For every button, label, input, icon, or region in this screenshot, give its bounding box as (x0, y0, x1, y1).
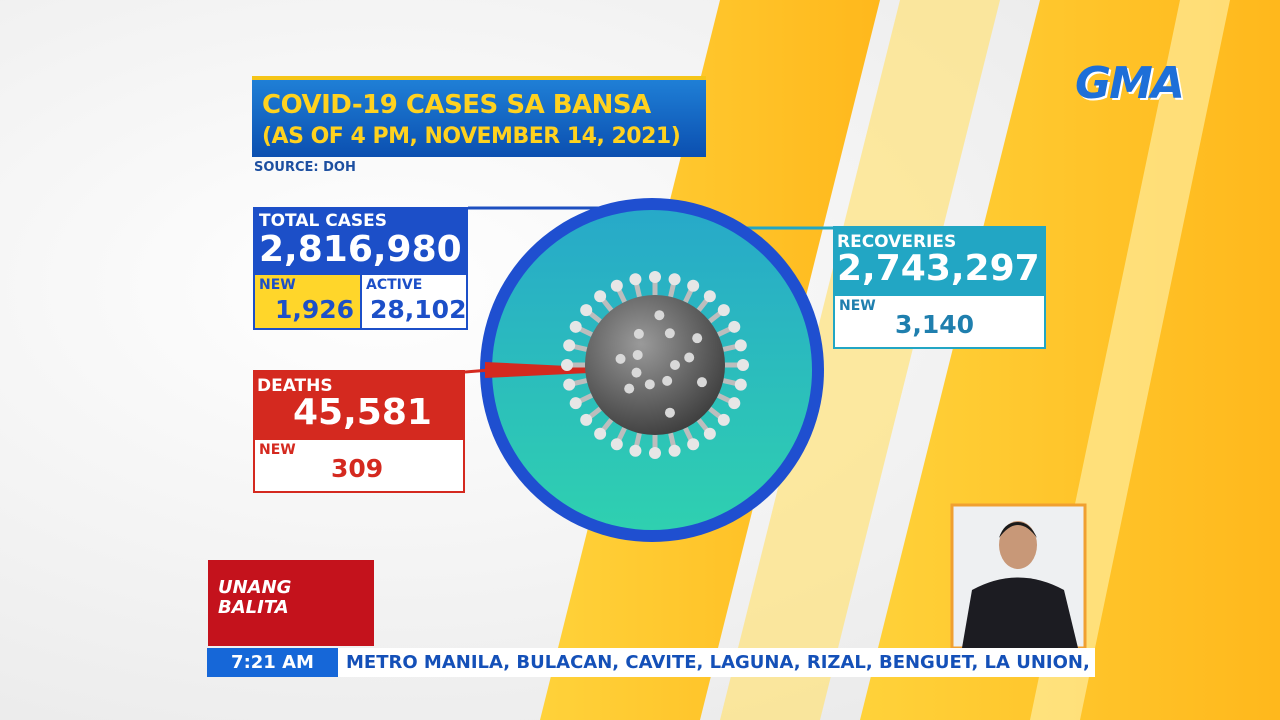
virus-part (615, 353, 626, 364)
deaths-value: 45,581 (293, 392, 432, 433)
new-label: NEW (259, 277, 296, 293)
new-value: 3,140 (895, 310, 975, 339)
new-label: NEW (839, 298, 876, 314)
title: COVID-19 CASES SA BANSA (262, 90, 651, 120)
virus-part (594, 427, 607, 440)
virus-part (734, 339, 747, 352)
deaths-card: DEATHS 45,581 NEW 309 (253, 370, 465, 493)
total-card: TOTAL CASES 2,816,980 NEW 1,926 ACTIVE 2… (253, 207, 468, 330)
ticker-bar (338, 648, 1095, 677)
virus-part (670, 360, 680, 370)
interpreter-hair (999, 522, 1037, 538)
virus-part (737, 359, 749, 371)
virus-part (649, 447, 661, 459)
virus-part (668, 273, 681, 286)
virus-part (610, 279, 623, 292)
virus-part (561, 359, 573, 371)
virus-part (631, 367, 642, 378)
ticker-text: METRO MANILA, BULACAN, CAVITE, LAGUNA, R… (346, 652, 1090, 673)
virus-part (687, 279, 700, 292)
virus-part (632, 349, 643, 360)
virus-part (692, 333, 703, 344)
virus-part (569, 320, 582, 333)
stripe (720, 0, 1000, 720)
total-active: ACTIVE 28,102 (362, 275, 466, 328)
virus-part (624, 383, 635, 394)
connector (464, 368, 491, 374)
new-label: NEW (259, 442, 296, 458)
recoveries-card: RECOVERIES 2,743,297 NEW 3,140 (833, 226, 1046, 349)
interpreter-head (999, 521, 1037, 569)
source: SOURCE: DOH (254, 160, 356, 175)
interpreter-body (962, 577, 1078, 648)
virus-part (649, 271, 661, 283)
virus-part (684, 352, 695, 363)
virus-part (585, 295, 725, 435)
virus-part (580, 413, 593, 426)
recoveries-new: NEW 3,140 (835, 296, 1044, 347)
total-label: TOTAL CASES (259, 211, 387, 231)
virus-part (629, 273, 642, 286)
new-value: 309 (331, 454, 384, 483)
active-label: ACTIVE (366, 277, 423, 293)
virus-part (563, 339, 576, 352)
new-value: 1,926 (275, 295, 355, 324)
virus-part (633, 328, 644, 339)
virus-part (654, 310, 665, 321)
virus-part (696, 377, 707, 388)
logo: GMA (1075, 58, 1185, 109)
virus-part (629, 444, 642, 457)
ticker-time: 7:21 AM (231, 652, 314, 673)
subtitle: (AS OF 4 PM, NOVEMBER 14, 2021) (262, 124, 681, 149)
title-box: COVID-19 CASES SA BANSA (AS OF 4 PM, NOV… (252, 76, 706, 157)
deaths-label: DEATHS (257, 376, 333, 396)
virus-part (668, 444, 681, 457)
virus-part (728, 320, 741, 333)
active-value: 28,102 (370, 295, 467, 324)
virus-part (687, 438, 700, 451)
show-line: BALITA (218, 597, 289, 618)
virus-part (728, 397, 741, 410)
total-new: NEW 1,926 (255, 275, 360, 328)
virus-part (594, 290, 607, 303)
virus-part (717, 413, 730, 426)
virus-part (734, 378, 747, 391)
recoveries-value: 2,743,297 (837, 248, 1040, 289)
virus-part (703, 427, 716, 440)
time-box (207, 648, 338, 677)
virus-part (569, 397, 582, 410)
show-box (208, 560, 374, 646)
virus-part (703, 290, 716, 303)
recoveries-label: RECOVERIES (837, 232, 957, 252)
deaths-new: NEW 309 (255, 440, 463, 491)
show-line: UNANG (218, 577, 292, 598)
virus-part (610, 438, 623, 451)
virus (561, 271, 749, 459)
show-name: UNANG BALITA (218, 578, 291, 618)
virus-part (664, 407, 675, 418)
virus-part (662, 375, 673, 386)
total-value: 2,816,980 (259, 229, 462, 270)
virus-part (644, 379, 655, 390)
virus-part (664, 328, 675, 339)
virus-part (717, 304, 730, 317)
virus-part (580, 304, 593, 317)
virus-part (563, 378, 576, 391)
